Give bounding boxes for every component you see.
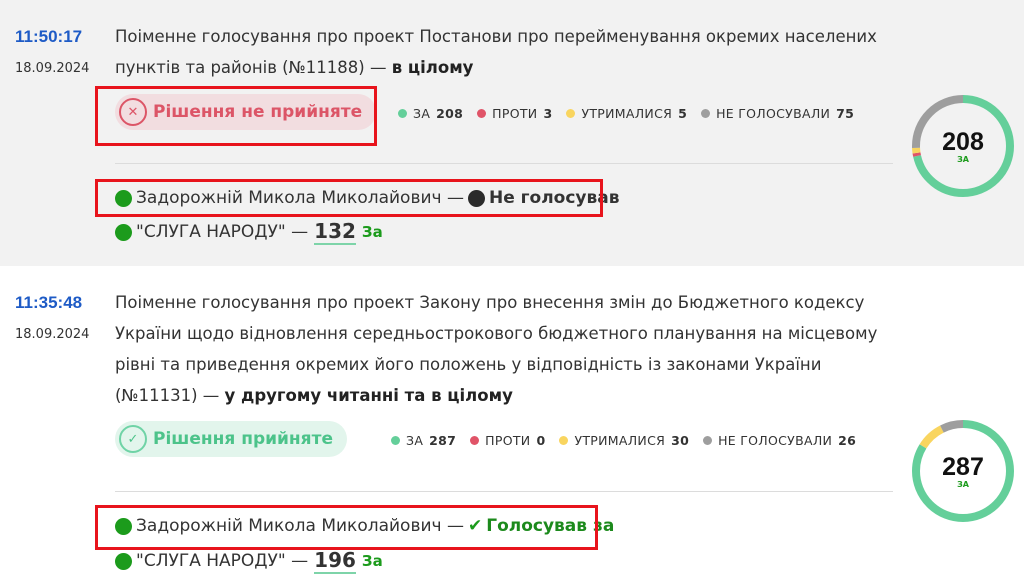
against-dot-icon [470,436,480,445]
vote-legend: ЗА 287 ПРОТИ 0 УТРИМАЛИСЯ 30 НЕ ГОЛОСУВАЛИ 2… [383,433,856,448]
highlight-box [95,86,377,146]
deputy-vote: Задорожній Микола Миколайович — ✔ Голосува… [115,516,614,536]
vote-time: 11:35:48 [15,293,83,312]
vote-title[interactable]: Поіменне голосування про проект Постанов… [115,27,877,77]
faction-vote: "СЛУГА НАРОДУ" —132 За [115,219,383,245]
x-circle-icon: ✕ [119,98,147,126]
donut-segment-absent [912,95,1014,197]
result-badge: ✓ Рішення прийняте [115,421,347,457]
vote-date: 18.09.2024 [15,327,90,342]
donut-segment-absent [912,420,1014,522]
against-dot-icon [477,109,487,118]
vote-legend: ЗА 208 ПРОТИ 3 УТРИМАЛИСЯ 5 НЕ ГОЛОСУВАЛИ 75 [390,106,854,121]
faction-dot-icon [115,517,132,535]
deputy-link[interactable]: Задорожній Микола Миколайович — [136,516,464,536]
check-circle-icon: ✓ [119,425,147,453]
deputy-link[interactable]: Задорожній Микола Миколайович — [136,188,464,208]
result-badge: ✕ Рішення не прийняте [115,94,377,130]
highlight-box [95,179,603,217]
highlight-box [95,505,598,550]
vote-item-2: 11:35:48 18.09.2024 Поіменне голосування… [0,266,1024,585]
faction-vote: "СЛУГА НАРОДУ" —196 За [115,548,383,574]
deputy-vote: Задорожній Микола Миколайович — Не голосу… [115,188,620,208]
vote-donut: 208 ЗА [911,94,1015,198]
divider [115,163,893,164]
faction-dot-icon [115,223,132,241]
faction-dot-icon [115,189,132,207]
abstained-dot-icon [559,436,569,445]
vote-date: 18.09.2024 [15,61,90,76]
faction-count-link[interactable]: 196 [314,548,356,574]
faction-dot-icon [115,552,132,570]
abstained-dot-icon [566,109,576,118]
vote-item-1: 11:50:17 18.09.2024 Поіменне голосування… [0,0,1024,266]
divider [115,491,893,492]
black-dot-icon [467,189,485,207]
vote-time: 11:50:17 [15,27,83,46]
check-icon: ✔ [467,516,483,536]
for-dot-icon [398,109,407,118]
faction-count-link[interactable]: 132 [314,219,356,245]
absent-dot-icon [701,109,711,118]
vote-title[interactable]: Поіменне голосування про проект Закону п… [115,293,878,405]
for-dot-icon [391,436,400,445]
vote-donut: 287 ЗА [911,419,1015,523]
absent-dot-icon [703,436,713,445]
